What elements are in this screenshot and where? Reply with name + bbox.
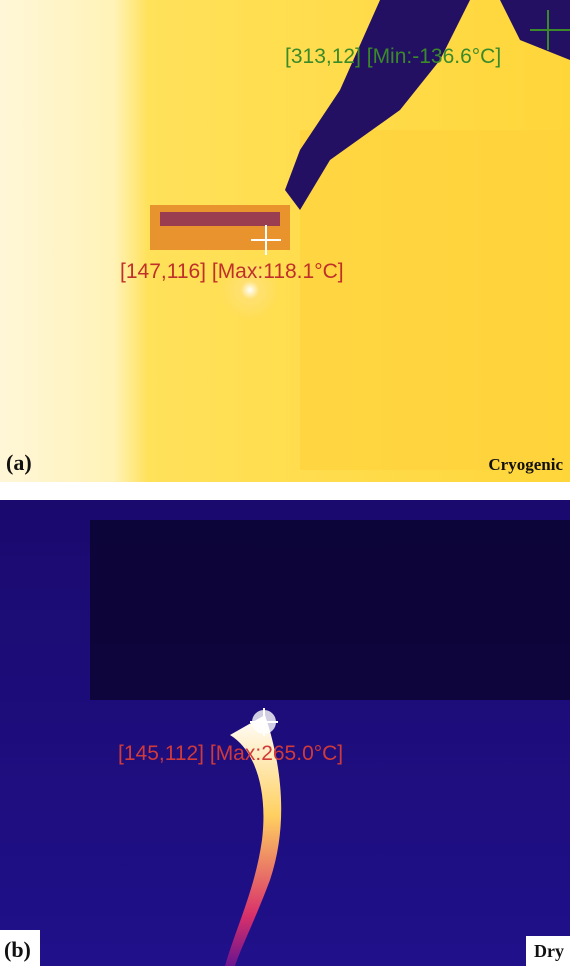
panel-label: (b) [4, 937, 31, 962]
crosshair [251, 225, 281, 255]
region [300, 130, 570, 470]
cold-region [285, 0, 470, 210]
hot-streak [225, 715, 282, 966]
panel-label: (a) [6, 450, 32, 475]
max-annotation: [145,112] [Max:265.0°C] [118, 742, 343, 765]
condition-label: Cryogenic [488, 455, 563, 474]
condition-label: Dry [534, 941, 564, 961]
crosshair [250, 708, 278, 736]
label-bg [526, 936, 570, 966]
hot-spot [220, 260, 280, 320]
panel-a: [313,12] [Min:-136.6°C] [147,116] [Max:1… [0, 0, 570, 482]
panel-b: [145,112] [Max:265.0°C] (b) Dry [0, 500, 570, 966]
max-annotation: [147,116] [Max:118.1°C] [120, 260, 344, 283]
crosshair [530, 10, 570, 50]
warm-region [150, 205, 290, 250]
warm-region [160, 212, 280, 226]
dark-region [90, 520, 570, 700]
min-annotation: [313,12] [Min:-136.6°C] [285, 45, 501, 68]
label-bg [0, 930, 40, 966]
